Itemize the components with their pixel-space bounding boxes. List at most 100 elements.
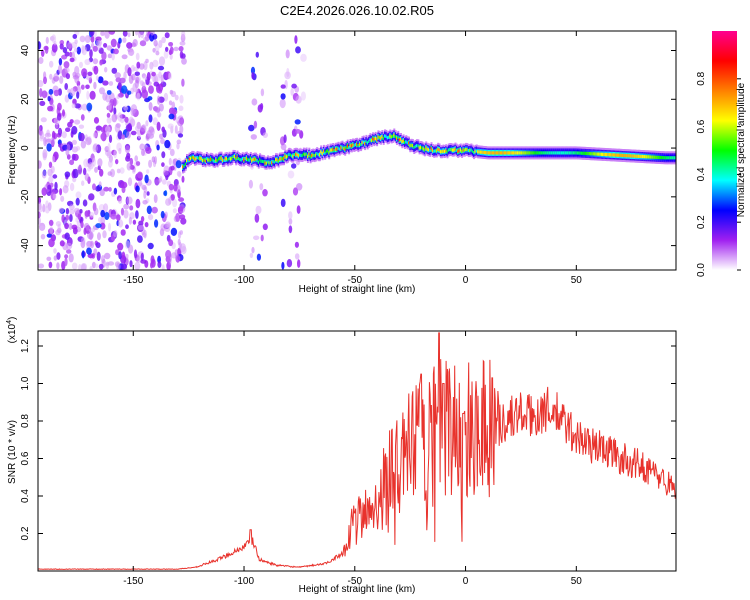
spectrogram-ridge-cell bbox=[248, 158, 251, 162]
spectrogram-ridge-cell bbox=[350, 144, 353, 148]
spectrogram-noise-cell bbox=[102, 230, 107, 239]
spectrogram-ridge-cell bbox=[519, 151, 522, 155]
spectrogram-noise-cell bbox=[181, 175, 185, 183]
snr-y-multiplier: (x104) bbox=[6, 317, 18, 344]
spectrogram-noise-cell bbox=[132, 83, 137, 93]
spectrogram-ridge-cell bbox=[586, 151, 589, 156]
spectrogram-ridge-cell bbox=[563, 151, 566, 155]
spectrogram-noise-cell bbox=[38, 206, 44, 213]
spectrogram-ridge-cell bbox=[325, 150, 328, 154]
spectrogram-noise-cell bbox=[119, 167, 125, 174]
spectrogram-ridge-cell bbox=[352, 143, 355, 147]
spectrogram-cells bbox=[38, 31, 676, 270]
spectrogram-noise-cell bbox=[64, 254, 69, 259]
spectrogram-ridge-cell bbox=[527, 151, 530, 155]
spectrogram-noise-cell bbox=[144, 33, 150, 42]
spectrogram-noise-cell bbox=[97, 158, 103, 167]
spectrogram-noise-cell bbox=[111, 67, 118, 74]
spectrogram-ridge-cell bbox=[606, 153, 608, 157]
spectrogram-ridge-cell bbox=[653, 155, 656, 159]
spectrogram-noise-cell bbox=[136, 92, 141, 101]
spectrogram-ridge-cell bbox=[221, 158, 224, 162]
spectrogram-noise-cell bbox=[110, 168, 115, 178]
spectrogram-noise-cell bbox=[159, 176, 163, 182]
figure-title: C2E4.2026.026.10.02.R05 bbox=[280, 3, 434, 18]
spectrogram-ridge-cell bbox=[443, 149, 446, 154]
spectrogram-noise-cell bbox=[178, 197, 185, 202]
spectrogram-noise-cell bbox=[107, 102, 112, 111]
spectrogram-noise-cell bbox=[97, 40, 102, 51]
spectrogram-noise-cell bbox=[174, 94, 179, 101]
spectrogram-ridge-cell bbox=[217, 157, 220, 161]
spectrogram-noise-cell bbox=[181, 246, 187, 255]
spectrogram-ridge-cell bbox=[317, 153, 320, 157]
spectrogram-noise-cell bbox=[43, 45, 49, 51]
spectrogram-noise-cell bbox=[75, 145, 81, 151]
spectrogram-ridge-cell bbox=[256, 159, 259, 163]
spectrogram-noise-cell bbox=[59, 75, 64, 85]
spectrogram-noise-cell bbox=[77, 84, 81, 91]
spectrogram-noise-cell bbox=[160, 74, 164, 84]
spectrogram-noise-cell bbox=[177, 119, 184, 127]
spectrogram-ridge-cell bbox=[501, 151, 503, 155]
spectrogram-noise-cell bbox=[146, 169, 150, 174]
spectrogram-y-axis: -40 -20 0 20 40 bbox=[20, 45, 676, 253]
spectrogram-ridge-cell bbox=[522, 151, 525, 155]
spectrogram-noise-cell bbox=[55, 229, 61, 236]
spectrogram-y-tick-label: -40 bbox=[20, 238, 31, 253]
spectrogram-noise-cell bbox=[98, 263, 104, 270]
spectrogram-ridge-cell bbox=[203, 158, 206, 162]
spectrogram-noise-cell bbox=[51, 34, 57, 43]
spectrogram-ridge-cell bbox=[540, 151, 543, 155]
spectrogram-noise-cell bbox=[137, 235, 143, 243]
spectrogram-noise-cell bbox=[168, 253, 172, 263]
spectrogram-ridge-cell bbox=[410, 143, 413, 147]
spectrogram-noise-cell bbox=[108, 81, 114, 86]
spectrogram-x-tick-label: 0 bbox=[463, 275, 469, 286]
spectrogram-noise-cell bbox=[154, 107, 161, 113]
spectrogram-ridge-cell bbox=[380, 136, 382, 140]
spectrogram-noise-cell bbox=[95, 242, 101, 249]
spectrogram-ridge-cell bbox=[481, 150, 484, 154]
spectrogram-ridge-cell bbox=[208, 158, 211, 162]
spectrogram-ridge-cell bbox=[485, 151, 487, 155]
spectrogram-ridge-cell bbox=[580, 151, 583, 155]
snr-frame bbox=[37, 330, 677, 572]
spectrogram-noise-cell bbox=[51, 156, 56, 163]
snr-y-multiplier-close: ) bbox=[7, 317, 18, 320]
spectrogram-noise-cell bbox=[169, 53, 173, 60]
spectrogram-noise-cell bbox=[296, 205, 301, 214]
spectrogram-ridge-cell bbox=[417, 144, 420, 148]
spectrogram-ridge-cell bbox=[594, 152, 596, 156]
spectrogram-ridge-cell bbox=[644, 155, 647, 159]
spectrogram-noise-cell bbox=[104, 126, 111, 133]
spectrogram-ridge-cell bbox=[426, 147, 429, 151]
spectrogram-y-tick-label: 20 bbox=[20, 93, 31, 105]
colorbar-label: Normalized spectral amplitude bbox=[736, 82, 747, 217]
spectrogram-ridge-cell bbox=[405, 140, 408, 144]
spectrogram-noise-cell bbox=[93, 117, 100, 124]
spectrogram-ridge-cell bbox=[511, 151, 514, 155]
spectrogram-noise-cell bbox=[142, 200, 148, 205]
spectrogram-ridge-cell bbox=[333, 149, 336, 153]
spectrogram-noise-cell bbox=[118, 197, 123, 204]
spectrogram-ridge-cell bbox=[362, 140, 365, 144]
spectrogram-ridge-cell bbox=[251, 159, 254, 163]
spectrogram-noise-cell bbox=[97, 232, 101, 241]
spectrogram-noise-cell bbox=[132, 168, 136, 174]
spectrogram-noise-cell bbox=[132, 39, 138, 47]
colorbar-tick-label: 0.6 bbox=[696, 119, 707, 133]
spectrogram-noise-cell bbox=[128, 244, 134, 254]
spectrogram-noise-cell bbox=[95, 75, 99, 81]
spectrogram-noise-cell bbox=[60, 195, 65, 202]
spectrogram-ridge-cell bbox=[361, 141, 364, 145]
spectrogram-noise-cell bbox=[120, 181, 128, 189]
spectrogram-noise-cell bbox=[253, 120, 258, 129]
snr-y-tick-label: 0.8 bbox=[20, 414, 31, 428]
spectrogram-ridge-cell bbox=[453, 148, 456, 152]
spectrogram-ridge-cell bbox=[546, 151, 549, 155]
spectrogram-ridge-cell bbox=[269, 160, 272, 165]
spectrogram-ridge-cell bbox=[354, 143, 357, 147]
spectrogram-noise-cell bbox=[79, 35, 86, 43]
spectrogram-ridge-cell bbox=[450, 148, 453, 152]
